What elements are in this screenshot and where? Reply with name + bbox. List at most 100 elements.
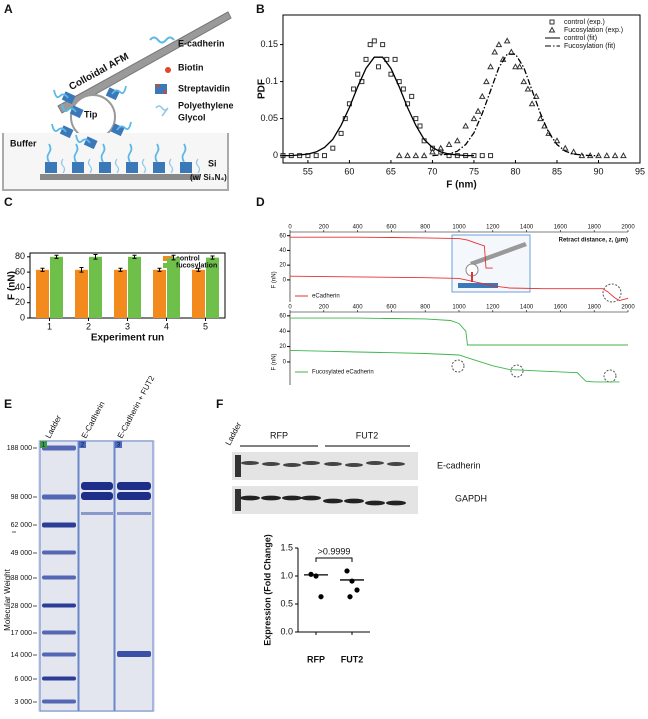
point: [553, 137, 561, 144]
cadherin: [75, 134, 91, 144]
cadherin: [61, 103, 77, 113]
point: [412, 152, 420, 159]
point: [371, 38, 377, 44]
ladder-band: [42, 652, 76, 657]
x-tick-label: FUT2: [341, 654, 364, 664]
cadherin: [111, 85, 127, 95]
x-tick-label: 1: [47, 321, 52, 331]
inset-frame: [451, 234, 531, 293]
lane-number: 3: [117, 443, 121, 449]
biotin-dot: [163, 90, 167, 94]
peg: [141, 158, 147, 174]
mw-label: 6 000: [14, 676, 32, 683]
peg: [87, 158, 93, 174]
point: [620, 152, 627, 159]
band: [117, 651, 151, 657]
streptavidin: [45, 162, 57, 173]
error-bar: [54, 254, 59, 259]
x-tick-label: 400: [353, 305, 364, 311]
mw-label: 3 000: [14, 699, 32, 706]
blot-band: [387, 462, 405, 466]
ladder-band: [42, 630, 76, 635]
point: [420, 152, 428, 159]
schematic-label: (w/ Si₃N₄): [190, 173, 227, 182]
point: [413, 116, 419, 122]
bar: [128, 256, 141, 318]
x-tick-label: 90: [593, 166, 603, 176]
blot-ladder-label: Ladder: [224, 420, 244, 447]
x-axis-label: Experiment run: [91, 333, 164, 344]
point: [537, 115, 544, 122]
mw-label: 38 000: [11, 575, 33, 582]
x-tick-label: 1600: [554, 305, 568, 311]
x-tick-label: 2000: [621, 225, 635, 231]
cadherin: [51, 123, 67, 133]
schematic-label: Tip: [84, 109, 98, 119]
point: [409, 93, 415, 99]
y-axis-label: Expression (Fold Change): [262, 534, 272, 646]
point: [355, 71, 361, 77]
x-tick-label: 1400: [520, 305, 534, 311]
y-tick-label: 1.5: [280, 542, 293, 552]
blot-band: [240, 495, 260, 501]
point: [478, 92, 486, 99]
x-tick-label: 1200: [486, 225, 500, 231]
error-bar: [118, 267, 123, 272]
y-tick-label: 1.0: [280, 570, 293, 580]
point: [488, 153, 494, 159]
point: [330, 145, 336, 151]
x-axis-label: F (nm): [446, 180, 477, 191]
point: [520, 78, 528, 85]
bar: [114, 269, 127, 318]
legend-swatch: [548, 26, 556, 33]
y-axis-label: F (nN): [272, 353, 278, 370]
error-bar: [40, 267, 45, 272]
peg: [195, 158, 201, 174]
schematic-label: Glycol: [178, 112, 206, 122]
y-tick-label: 80: [15, 251, 25, 261]
x-tick-label: 95: [635, 166, 645, 176]
event-circle: [510, 364, 524, 378]
panel-label: A: [4, 2, 13, 16]
x-tick-label: 0: [288, 305, 292, 311]
point: [611, 152, 619, 159]
biotin-dot: [156, 84, 160, 88]
point: [512, 63, 519, 70]
y-tick-label: 0.0: [280, 626, 293, 636]
y-axis-label: F (nN): [7, 271, 18, 300]
legend-label: control (exp.): [564, 19, 605, 26]
band: [117, 482, 151, 490]
error-bar: [79, 267, 84, 273]
x-tick-label: 1200: [486, 305, 500, 311]
point: [570, 148, 577, 155]
point: [470, 115, 478, 122]
y-tick-label: 0: [283, 360, 287, 366]
panel-label: C: [4, 195, 13, 209]
lane-number-box: [79, 441, 86, 448]
cadherin: [154, 143, 160, 163]
point: [322, 153, 328, 159]
legend-label: control: [176, 255, 200, 262]
annotation: >0.9999: [318, 546, 351, 556]
cadherin-icon: [149, 36, 175, 44]
ladder-band: [42, 494, 76, 500]
y-tick-label: 40: [279, 329, 286, 335]
x-tick-label: 0: [288, 225, 292, 231]
inset-substrate: [458, 283, 498, 288]
legend-label: eCadherin: [312, 294, 340, 300]
point: [344, 568, 350, 574]
lane-number-box: [40, 441, 47, 448]
point: [507, 48, 515, 55]
point: [363, 56, 369, 62]
point: [491, 48, 499, 55]
bar: [167, 257, 180, 318]
blot-band: [241, 461, 259, 465]
point: [347, 594, 353, 600]
point: [375, 64, 381, 70]
point: [483, 78, 490, 85]
schematic-label: Buffer: [10, 138, 37, 148]
x-tick-label: 1000: [452, 305, 466, 311]
mw-label: 17 000: [11, 630, 33, 637]
x-tick-label: 1800: [588, 225, 602, 231]
